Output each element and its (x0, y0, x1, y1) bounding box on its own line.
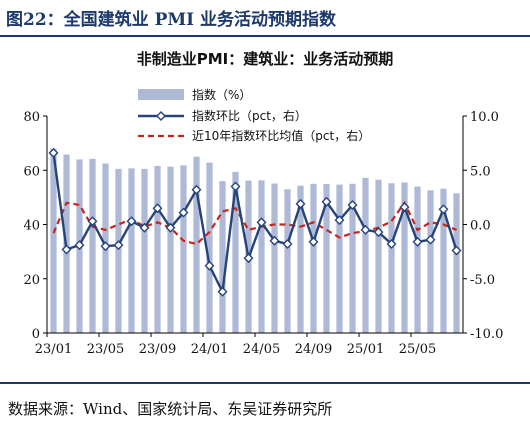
mom-point-23/10 (165, 222, 176, 233)
mom-point-24/12 (347, 199, 358, 210)
mom-point-24/02 (217, 286, 228, 297)
bar-25/06 (427, 190, 434, 333)
bar-25/08 (453, 193, 460, 333)
bar-23/04 (89, 158, 96, 333)
mom-point-23/09 (152, 203, 163, 214)
right-tick-label-10.0: 10.0 (470, 110, 499, 125)
mom-point-25/04 (399, 202, 410, 213)
mom-point-25/01 (360, 224, 371, 235)
mom-point-25/08 (451, 245, 462, 256)
mom-point-24/04 (243, 253, 254, 264)
bar-24/01 (206, 162, 213, 333)
avg-mom-line (52, 200, 457, 246)
legend-label-mom: 指数环比（pct，右） (192, 108, 307, 123)
x-tick-label-24/01: 24/01 (191, 342, 228, 357)
mom-point-23/08 (139, 222, 150, 233)
mom-point-24/01 (204, 260, 215, 271)
bar-25/05 (414, 186, 421, 333)
bar-23/12 (193, 156, 200, 333)
bar-23/08 (141, 168, 148, 333)
legend-swatch-bar (138, 89, 184, 100)
right-tick-label-5.0: 5.0 (470, 164, 491, 179)
mom-point-24/05 (256, 217, 267, 228)
legend-marker-mom (156, 111, 166, 121)
legend-label-bar: 指数（%） (192, 87, 251, 102)
top-rule (0, 35, 530, 37)
mom-point-23/06 (113, 240, 124, 251)
mom-point-25/05 (412, 236, 423, 247)
mom-line (52, 152, 458, 296)
bar-24/11 (336, 184, 343, 333)
figure-title: 图22：全国建筑业 PMI 业务活动预期指数 (6, 10, 337, 30)
mom-point-23/03 (74, 240, 85, 251)
mom-point-23/12 (191, 184, 202, 195)
mom-point-24/06 (269, 235, 280, 246)
mom-point-24/10 (321, 196, 332, 207)
source-note: 数据来源：Wind、国家统计局、东吴证券研究所 (8, 400, 333, 418)
left-tick-label-80: 80 (23, 110, 40, 125)
bottom-rule (0, 382, 530, 384)
right-tick-label-0.0: 0.0 (470, 219, 491, 234)
chart-title: 非制造业PMI：建筑业：业务活动预期 (136, 50, 394, 68)
x-tick-label-23/09: 23/09 (139, 342, 176, 357)
x-tick-label-25/01: 25/01 (347, 342, 384, 357)
x-tick-label-24/09: 24/09 (295, 342, 332, 357)
bar-25/07 (440, 188, 447, 333)
bar-24/12 (349, 183, 356, 333)
mom-point-25/06 (425, 234, 436, 245)
mom-point-25/07 (438, 204, 449, 215)
bar-23/01 (50, 148, 57, 333)
bar-24/05 (258, 180, 265, 333)
bar-23/11 (180, 165, 187, 333)
bar-24/07 (284, 189, 291, 333)
bar-24/03 (232, 171, 239, 333)
mom-point-23/01 (48, 147, 59, 158)
mom-point-24/11 (334, 215, 345, 226)
x-tick-label-25/05: 25/05 (399, 342, 436, 357)
mom-point-23/07 (126, 216, 137, 227)
bar-24/08 (297, 185, 304, 333)
mom-point-24/07 (282, 239, 293, 250)
mom-point-23/04 (87, 216, 98, 227)
x-tick-label-23/01: 23/01 (35, 342, 72, 357)
mom-point-24/08 (295, 198, 306, 209)
x-tick-label-24/05: 24/05 (243, 342, 280, 357)
bar-23/10 (167, 166, 174, 333)
mom-point-24/09 (308, 236, 319, 247)
bar-25/02 (375, 179, 382, 333)
right-tick-label--5.0: -5.0 (470, 273, 495, 288)
bar-24/09 (310, 183, 317, 333)
mom-point-23/05 (100, 241, 111, 252)
bar-24/02 (219, 181, 226, 333)
right-tick-label--10.0: -10.0 (470, 327, 503, 342)
bar-23/06 (115, 168, 122, 333)
mom-point-25/02 (373, 227, 384, 238)
mom-point-25/03 (386, 239, 397, 250)
mom-point-24/03 (230, 181, 241, 192)
mom-point-23/11 (178, 207, 189, 218)
mom-point-23/02 (61, 244, 72, 255)
bar-25/03 (388, 183, 395, 333)
legend-label-avg: 近10年指数环比均值（pct，右） (192, 128, 370, 143)
x-tick-label-23/05: 23/05 (87, 342, 124, 357)
left-tick-label-0: 0 (32, 327, 40, 342)
bar-25/04 (401, 182, 408, 333)
left-tick-label-60: 60 (23, 164, 40, 179)
bar-23/09 (154, 165, 161, 333)
left-tick-label-20: 20 (23, 273, 40, 288)
bar-23/07 (128, 168, 135, 333)
left-tick-label-40: 40 (23, 219, 40, 234)
bar-24/10 (323, 184, 330, 333)
bar-25/01 (362, 177, 369, 333)
bar-24/06 (271, 183, 278, 333)
